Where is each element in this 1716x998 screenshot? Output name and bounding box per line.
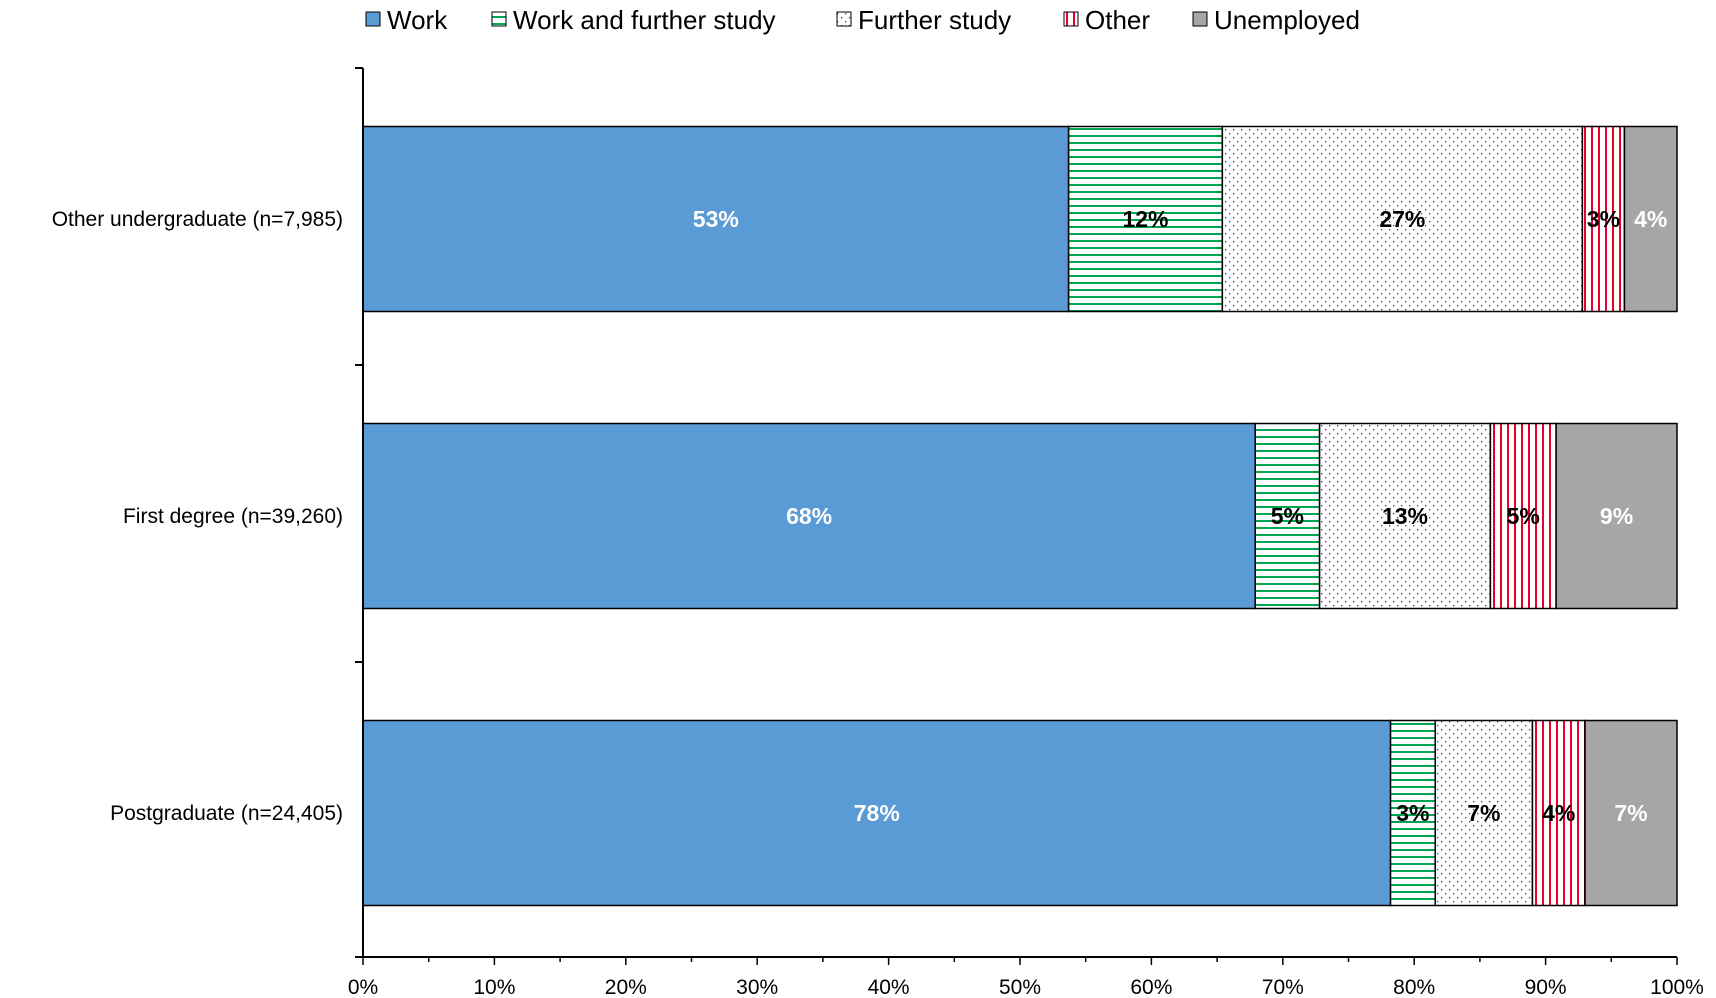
bar-segment-further-study-other-undergraduate-n-7-985 (1221, 125, 1584, 313)
x-tick-label-20: 20% (605, 976, 647, 998)
bar-segment-other-first-degree-n-39-260 (1489, 422, 1557, 610)
bar-row-other-undergraduate-n-7-985: 53% 12% 27% 3% 4% Other undergraduate (n=7,98… (52, 125, 1678, 313)
bar-row-first-degree-n-39-260: 68% 5% 13% 5% 9% First degree (n=39,260) (123, 422, 1678, 610)
legend-label-work-and-further-study: Work and further study (513, 5, 776, 35)
x-tick-label-70: 70% (1262, 976, 1304, 998)
data-label-work-and-further-study-first-degree-n-39-260: 5% (1271, 503, 1304, 529)
data-label-work-postgraduate-n-24-405: 78% (854, 800, 900, 826)
x-tick-label-10: 10% (473, 976, 515, 998)
legend-swatch-work-and-further-study (491, 11, 507, 27)
x-tick-label-40: 40% (868, 976, 910, 998)
legend-item-further-study: Further study (836, 5, 1011, 35)
x-tick-label-0: 0% (348, 976, 378, 998)
x-tick-label-80: 80% (1393, 976, 1435, 998)
legend-item-other: Other (1063, 5, 1150, 35)
legend-item-unemployed: Unemployed (1192, 5, 1360, 35)
data-label-further-study-first-degree-n-39-260: 13% (1382, 503, 1428, 529)
category-label-first-degree-n-39-260: First degree (n=39,260) (123, 505, 343, 528)
axes: 0% 10% 20% 30% 40% 50% 60% 70% 80% 90% 100% (348, 67, 1704, 998)
data-label-work-and-further-study-other-undergraduate-n-7-985: 12% (1122, 206, 1168, 232)
bar-segment-work-and-further-study-postgraduate-n-24-405 (1389, 719, 1436, 907)
data-label-unemployed-postgraduate-n-24-405: 7% (1614, 800, 1647, 826)
category-label-other-undergraduate-n-7-985: Other undergraduate (n=7,985) (52, 208, 343, 231)
bar-segment-work-and-further-study-other-undergraduate-n-7-985 (1067, 125, 1224, 313)
legend-item-work: Work (365, 5, 448, 35)
x-tick-label-60: 60% (1130, 976, 1172, 998)
x-tick-label-30: 30% (736, 976, 778, 998)
legend-swatch-further-study (836, 11, 852, 27)
x-tick-label-100: 100% (1650, 976, 1704, 998)
data-label-unemployed-other-undergraduate-n-7-985: 4% (1634, 206, 1667, 232)
bar-segment-unemployed-other-undergraduate-n-7-985 (1623, 125, 1678, 313)
legend-label-unemployed: Unemployed (1214, 5, 1360, 35)
x-tick-label-90: 90% (1525, 976, 1567, 998)
bar-segment-further-study-first-degree-n-39-260 (1318, 422, 1492, 610)
data-label-work-and-further-study-postgraduate-n-24-405: 3% (1396, 800, 1429, 826)
legend-label-work: Work (387, 5, 448, 35)
bar-segment-work-first-degree-n-39-260 (362, 422, 1256, 610)
data-label-other-postgraduate-n-24-405: 4% (1542, 800, 1575, 826)
bar-segment-unemployed-postgraduate-n-24-405 (1584, 719, 1678, 907)
legend-item-work-and-further-study: Work and further study (491, 5, 776, 35)
data-label-unemployed-first-degree-n-39-260: 9% (1600, 503, 1633, 529)
data-label-work-other-undergraduate-n-7-985: 53% (693, 206, 739, 232)
bar-segment-other-postgraduate-n-24-405 (1531, 719, 1586, 907)
data-label-further-study-postgraduate-n-24-405: 7% (1467, 800, 1500, 826)
legend-swatch-work (365, 11, 381, 27)
bar-segment-work-and-further-study-first-degree-n-39-260 (1254, 422, 1321, 610)
bars: 53% 12% 27% 3% 4% Other undergraduate (n=7,98… (52, 125, 1678, 907)
legend-swatch-other (1063, 11, 1079, 27)
bar-segment-work-other-undergraduate-n-7-985 (362, 125, 1070, 313)
bar-segment-unemployed-first-degree-n-39-260 (1555, 422, 1678, 610)
legend: Work Work and further study Further study O… (365, 5, 1360, 35)
legend-label-further-study: Further study (858, 5, 1011, 35)
data-label-work-first-degree-n-39-260: 68% (786, 503, 832, 529)
x-tick-label-50: 50% (999, 976, 1041, 998)
data-label-other-other-undergraduate-n-7-985: 3% (1587, 206, 1620, 232)
legend-swatch-unemployed (1192, 11, 1208, 27)
data-label-other-first-degree-n-39-260: 5% (1507, 503, 1540, 529)
bar-segment-further-study-postgraduate-n-24-405 (1434, 719, 1534, 907)
bar-row-postgraduate-n-24-405: 78% 3% 7% 4% 7% Postgraduate (n=24,405) (110, 719, 1678, 907)
data-label-further-study-other-undergraduate-n-7-985: 27% (1379, 206, 1425, 232)
legend-label-other: Other (1085, 5, 1150, 35)
category-label-postgraduate-n-24-405: Postgraduate (n=24,405) (110, 802, 343, 825)
